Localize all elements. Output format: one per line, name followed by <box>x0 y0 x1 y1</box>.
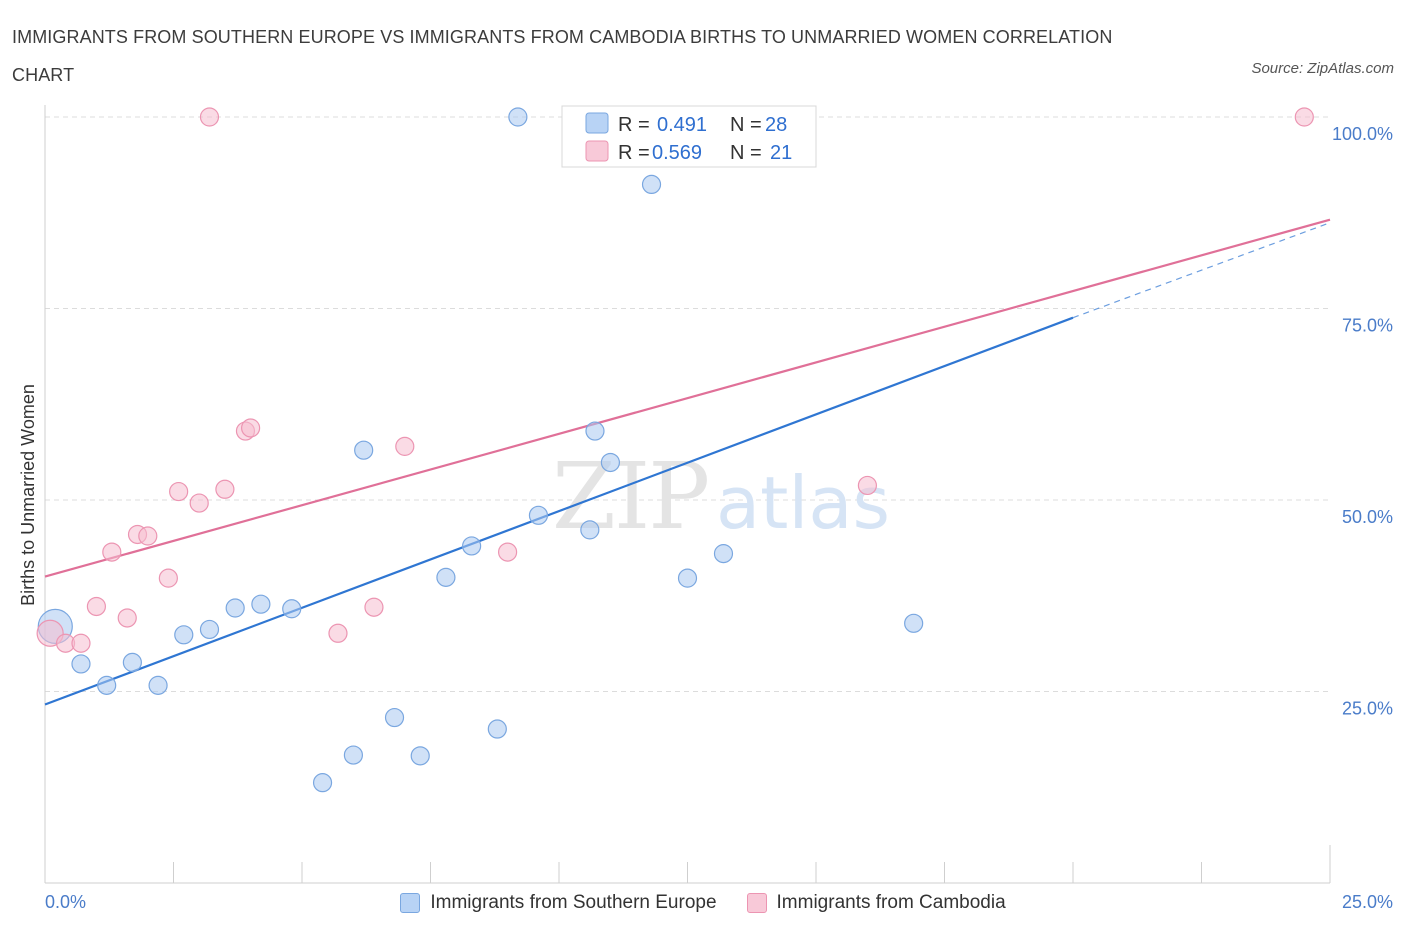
legend-r-label-1: R = <box>618 114 650 136</box>
data-point-series-0 <box>199 619 220 640</box>
data-point-series-1 <box>158 568 178 588</box>
data-point-series-0 <box>148 675 168 695</box>
data-point-series-1 <box>395 436 415 456</box>
data-point-series-0 <box>641 174 662 195</box>
data-point-series-0 <box>225 598 245 618</box>
y-axis-label: Births to Unmarried Women <box>18 384 38 606</box>
data-point-series-0 <box>174 625 194 645</box>
data-point-series-1 <box>71 633 91 653</box>
trend-line-series-0 <box>44 316 1074 706</box>
y-tick-label: 100.0% <box>1332 124 1393 144</box>
legend-r-value-2: 0.569 <box>652 142 702 164</box>
axes <box>44 105 1331 884</box>
data-point-series-0 <box>282 599 302 619</box>
legend-swatch-pink <box>746 893 767 913</box>
data-point-series-0 <box>354 440 374 460</box>
data-point-series-1 <box>189 493 209 513</box>
data-point-series-0 <box>904 613 924 633</box>
watermark-zip: ZIP <box>552 443 708 550</box>
data-point-series-0 <box>71 654 91 674</box>
data-point-series-0 <box>410 746 430 766</box>
legend-r-label-2: R = <box>618 142 650 164</box>
source-credit: Source: ZipAtlas.com <box>1251 60 1394 77</box>
legend-n-label-1: N = <box>730 114 762 136</box>
data-point-series-0 <box>343 745 363 765</box>
data-point-series-1 <box>1294 107 1314 127</box>
data-point-series-1 <box>117 608 137 628</box>
data-point-series-0 <box>600 452 621 473</box>
data-point-series-1 <box>498 542 518 562</box>
legend-item-cambodia: Immigrants from Cambodia <box>746 892 1006 914</box>
data-point-series-1 <box>86 596 107 617</box>
data-point-series-1 <box>138 526 158 546</box>
legend-label-southern-europe: Immigrants from Southern Europe <box>430 892 717 913</box>
trend-lines <box>44 218 1331 706</box>
chart-title: IMMIGRANTS FROM SOUTHERN EUROPE VS IMMIG… <box>12 27 1113 85</box>
series-legend: Immigrants from Southern Europe Immigran… <box>0 888 1406 918</box>
legend-swatch-southern-europe <box>585 112 609 134</box>
data-point-series-0 <box>508 107 528 127</box>
stats-legend: R = 0.491 N = 28 R = 0.569 N = 21 <box>561 105 817 168</box>
data-point-series-1 <box>169 481 189 502</box>
data-point-series-1 <box>102 542 122 562</box>
legend-n-label-2: N = <box>730 142 762 164</box>
data-point-series-0 <box>251 594 271 614</box>
data-point-series-0 <box>97 675 117 695</box>
data-point-series-0 <box>487 719 507 739</box>
data-point-series-0 <box>436 567 456 587</box>
data-point-series-1 <box>857 475 878 496</box>
data-points <box>36 107 1314 793</box>
trend-extension-series-0 <box>1072 222 1331 319</box>
watermark: ZIP atlas <box>552 443 890 550</box>
data-point-series-1 <box>364 597 384 617</box>
data-point-series-0 <box>585 421 605 441</box>
data-point-series-0 <box>122 652 142 672</box>
legend-swatch-cambodia <box>585 140 609 162</box>
data-point-series-0 <box>713 544 734 564</box>
x-tick-label: 0.0% <box>45 892 86 912</box>
y-tick-label: 25.0% <box>1342 699 1393 719</box>
legend-swatch-blue <box>400 893 421 913</box>
data-point-series-0 <box>677 568 698 588</box>
data-point-series-0 <box>580 520 600 540</box>
data-point-series-0 <box>312 773 333 793</box>
watermark-atlas: atlas <box>716 461 890 545</box>
trend-line-series-1 <box>44 218 1331 578</box>
y-tick-label: 50.0% <box>1342 507 1393 527</box>
legend-item-southern-europe: Immigrants from Southern Europe <box>400 892 717 914</box>
y-tick-label: 75.0% <box>1342 316 1393 336</box>
legend-n-value-2: 21 <box>770 142 792 164</box>
legend-n-value-1: 28 <box>765 114 787 136</box>
legend-r-value-1: 0.491 <box>657 114 707 136</box>
data-point-series-1 <box>215 479 235 499</box>
data-point-series-1 <box>241 418 261 438</box>
data-point-series-0 <box>528 505 549 525</box>
x-tick-label: 25.0% <box>1342 892 1393 912</box>
data-point-series-0 <box>384 707 405 728</box>
tick-labels: 25.0% 50.0% 75.0% 100.0% 0.0% 25.0% <box>45 124 1393 912</box>
data-point-series-0 <box>462 536 482 556</box>
legend-label-cambodia: Immigrants from Cambodia <box>776 892 1006 913</box>
data-point-series-1 <box>328 623 348 643</box>
data-point-series-1 <box>199 107 220 127</box>
